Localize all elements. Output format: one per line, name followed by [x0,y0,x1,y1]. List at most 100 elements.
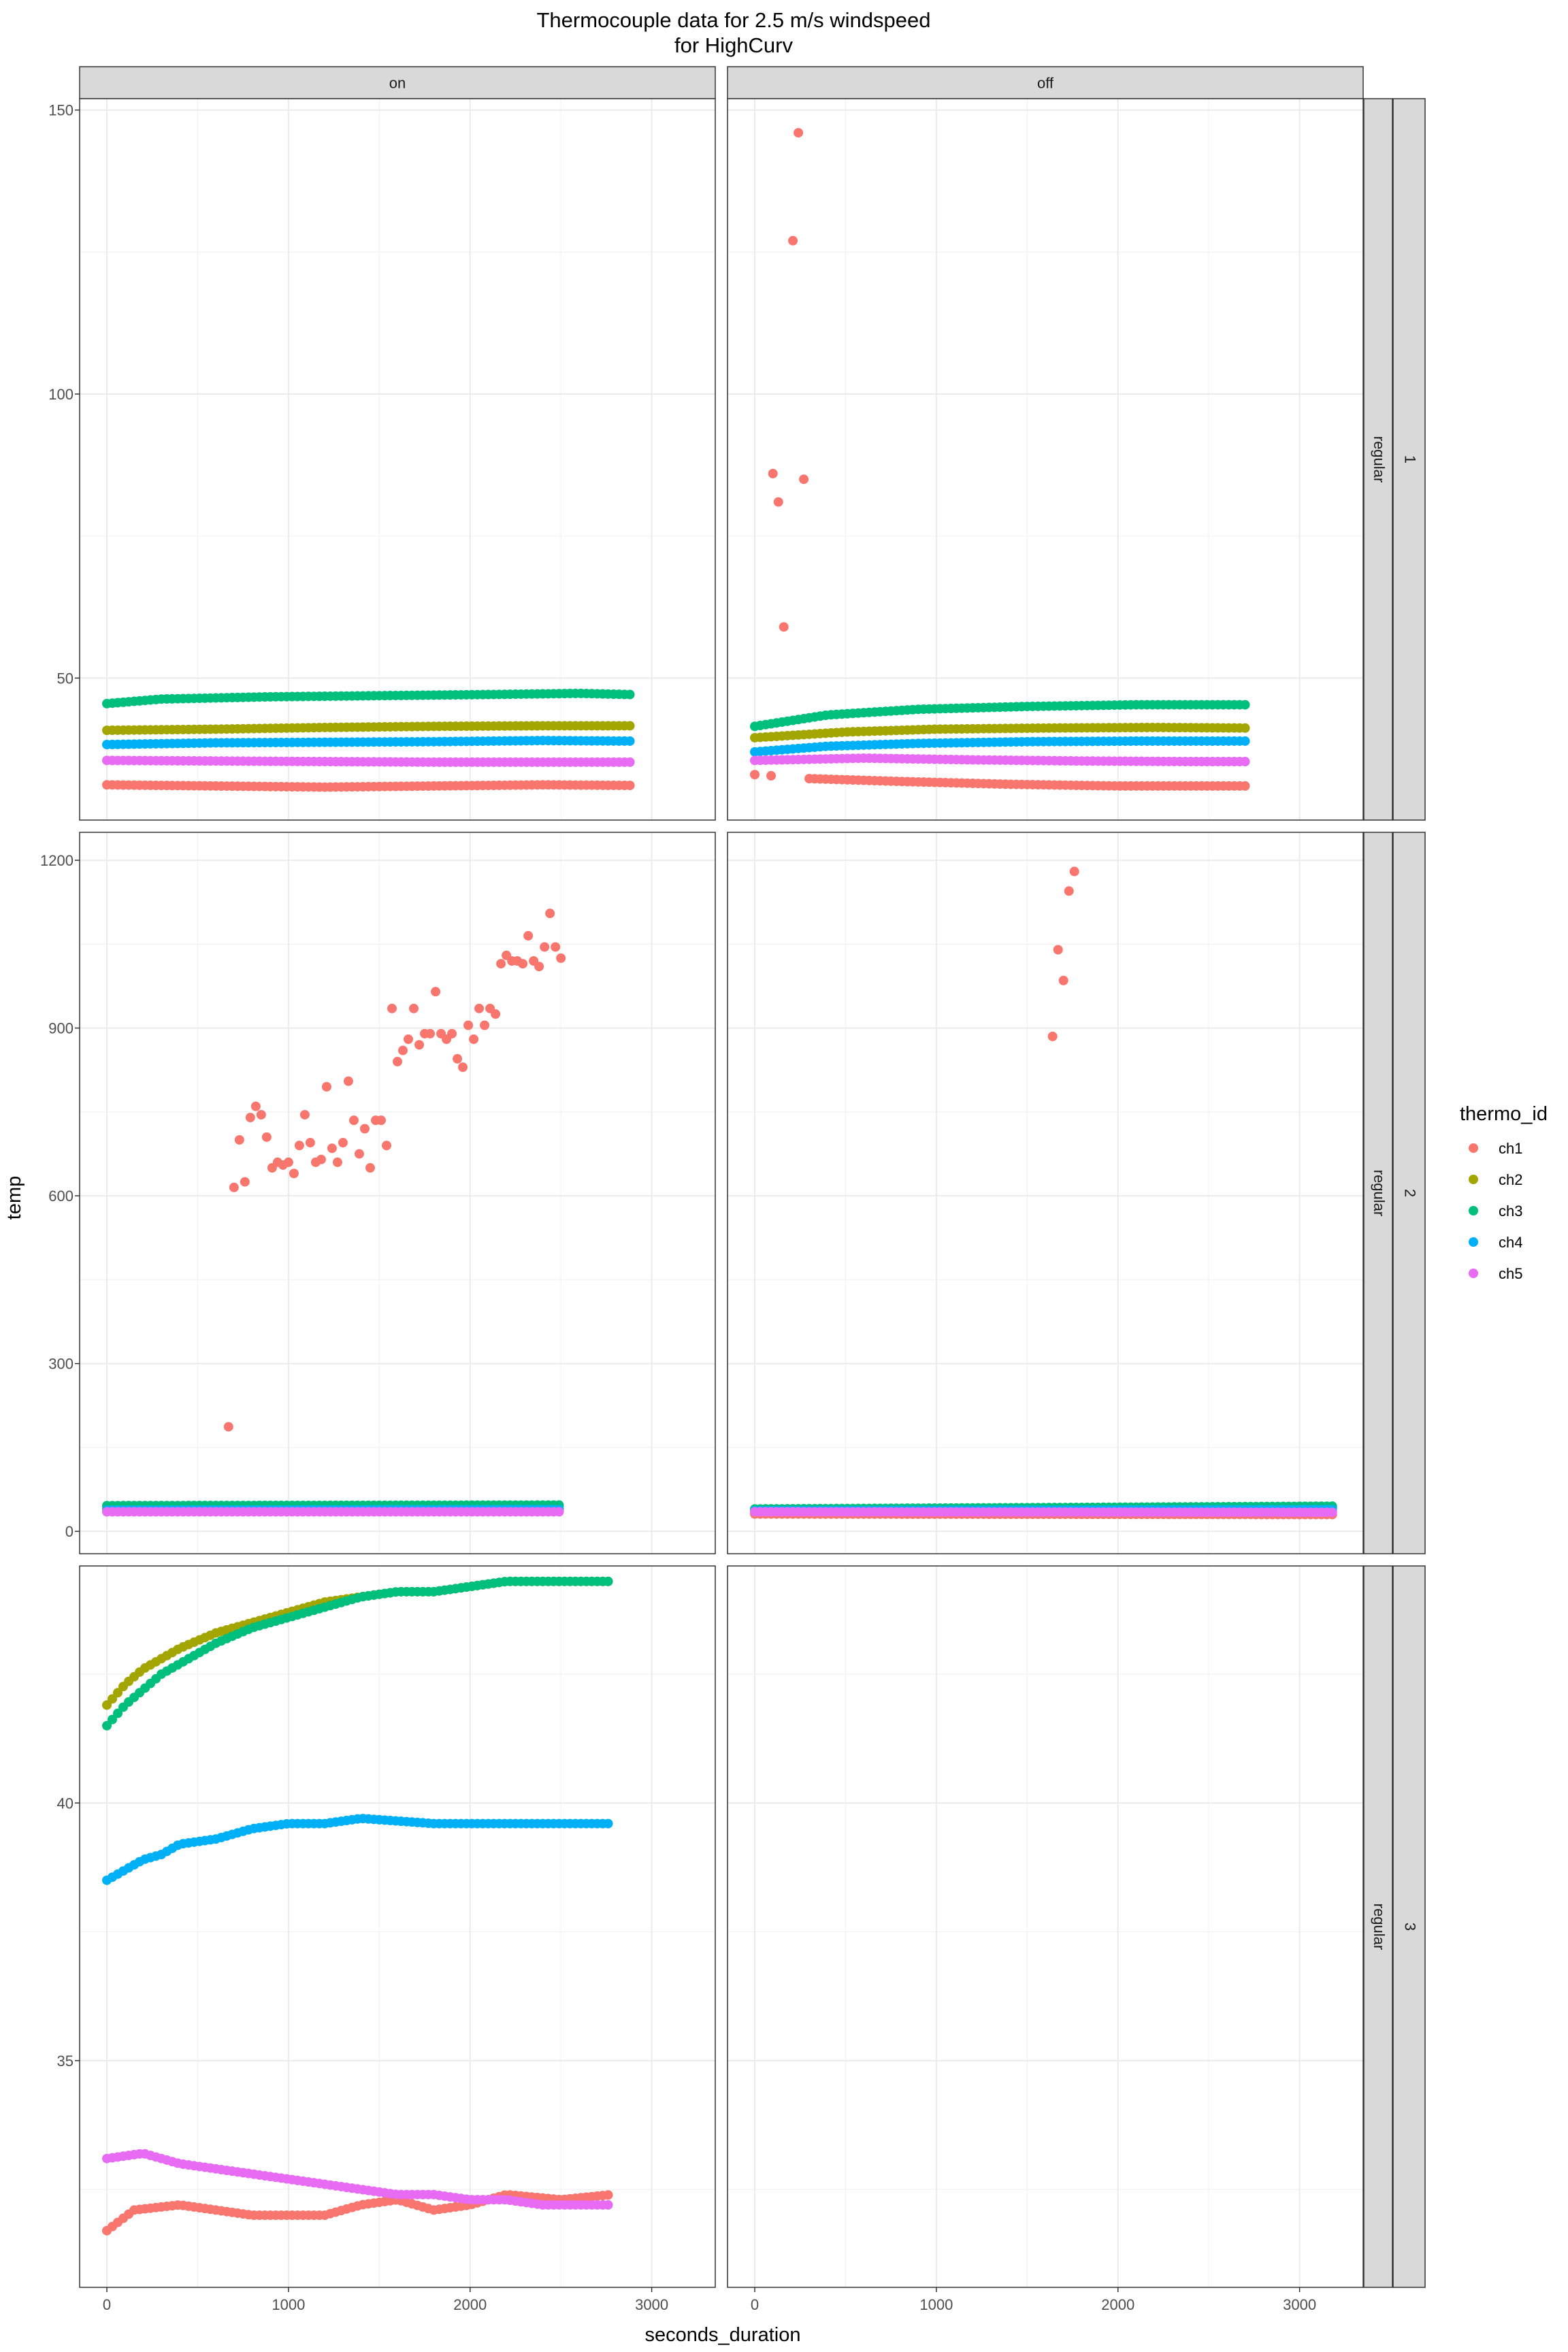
legend-key-ch4 [1469,1237,1478,1247]
data-point-ch1 [447,1028,457,1039]
row-strip [1392,832,1426,1554]
data-point-ch1 [229,1182,239,1192]
data-point-ch1 [343,1076,353,1086]
data-point-ch1 [523,931,534,941]
data-point-ch1 [1064,886,1074,896]
y-tick-label: 900 [48,1020,74,1037]
data-point-ch1 [496,959,506,969]
panel-border [79,98,716,821]
data-point-ch1 [1047,1031,1058,1041]
data-point-ch1 [766,770,777,781]
data-point-ch5 [625,757,635,767]
data-point-ch1 [289,1169,299,1179]
panel-border [727,98,1364,821]
row-strip-label: 2 [1402,1189,1419,1197]
y-tick-label: 100 [48,386,74,403]
data-point-ch1 [393,1056,402,1066]
data-point-ch1 [469,1034,479,1045]
data-point-ch1 [234,1134,244,1145]
row-strip-label: regular [1371,436,1388,483]
data-point-ch1 [1053,945,1063,955]
data-point-ch1 [404,1034,414,1045]
panel-off-row-2 [727,832,1364,1554]
y-axis-title: temp [3,1176,25,1220]
legend: thermo_id ch1 ch2 ch3 ch4 ch5 [1460,1103,1548,1282]
x-tick-label: 3000 [635,2296,668,2313]
data-point-ch1 [551,942,561,952]
data-point-ch1 [750,770,760,780]
legend-label-ch2: ch2 [1499,1171,1522,1188]
row-strip-label: regular [1371,1904,1388,1950]
x-tick-label: 0 [751,2296,759,2313]
y-tick-label: 150 [48,102,74,119]
legend-label-ch3: ch3 [1499,1203,1522,1220]
legend-label-ch5: ch5 [1499,1265,1522,1282]
data-point-ch1 [773,497,783,507]
column-strip-on [79,66,716,99]
panel-on-row-2 [79,832,716,1554]
row-strip [1363,832,1393,1554]
panel-border [727,832,1364,1554]
row-strip [1392,1565,1426,2288]
panel-border [79,832,716,1554]
panel-background [80,99,715,820]
data-point-ch1 [463,1020,474,1030]
data-point-ch5 [1240,757,1250,767]
data-point-ch1 [779,622,789,632]
data-point-ch1 [305,1138,315,1148]
data-point-ch1 [256,1109,266,1120]
data-point-ch1 [474,1003,485,1013]
data-point-ch1 [299,1109,310,1120]
data-point-ch3 [113,1708,123,1718]
data-point-ch2 [108,1694,118,1704]
panel-background [728,99,1363,820]
data-point-ch1 [354,1149,364,1159]
legend-label-ch1: ch1 [1499,1140,1522,1157]
x-axis-title: seconds_duration [645,2324,801,2346]
column-strip-label: off [1037,75,1054,92]
chart-subtitle: for HighCurv [674,33,793,57]
data-point-ch3 [102,1720,112,1731]
row-strip-label: 3 [1402,1923,1419,1931]
data-point-ch1 [387,1003,397,1013]
data-point-ch1 [398,1045,408,1056]
data-point-ch1 [376,1115,386,1126]
data-point-ch1 [414,1040,425,1050]
x-tick-label: 1000 [272,2296,305,2313]
data-point-ch1 [625,781,635,791]
data-point-ch1 [1058,975,1068,985]
data-point-ch2 [1240,723,1250,733]
row-strip [1363,1565,1393,2288]
data-point-ch1 [431,987,441,997]
panel-border [79,1565,716,2288]
data-point-ch4 [603,1818,613,1829]
data-point-ch1 [316,1154,326,1164]
y-tick-label: 300 [48,1356,74,1373]
data-point-ch4 [1240,736,1250,746]
data-point-ch1 [283,1157,293,1167]
panel-background [728,1566,1363,2287]
legend-key-ch5 [1469,1269,1478,1278]
data-point-ch1 [491,1009,501,1019]
y-tick-label: 600 [48,1188,74,1205]
x-tick-label: 1000 [919,2296,953,2313]
legend-label-ch4: ch4 [1499,1234,1522,1251]
data-point-ch1 [409,1003,419,1013]
y-tick-label: 0 [65,1523,74,1540]
legend-title: thermo_id [1460,1103,1548,1125]
y-tick-label: 40 [57,1795,74,1812]
data-point-ch1 [799,474,809,485]
data-point-ch5 [603,2200,613,2210]
x-tick-label: 3000 [1283,2296,1316,2313]
data-point-ch2 [113,1688,123,1698]
data-point-ch1 [458,1062,468,1073]
data-point-ch1 [453,1054,463,1064]
data-point-ch3 [108,1714,118,1725]
data-point-ch3 [603,1576,613,1586]
data-point-ch1 [365,1163,375,1173]
data-point-ch1 [261,1132,272,1142]
data-point-ch1 [480,1020,490,1030]
data-point-ch1 [534,962,544,972]
